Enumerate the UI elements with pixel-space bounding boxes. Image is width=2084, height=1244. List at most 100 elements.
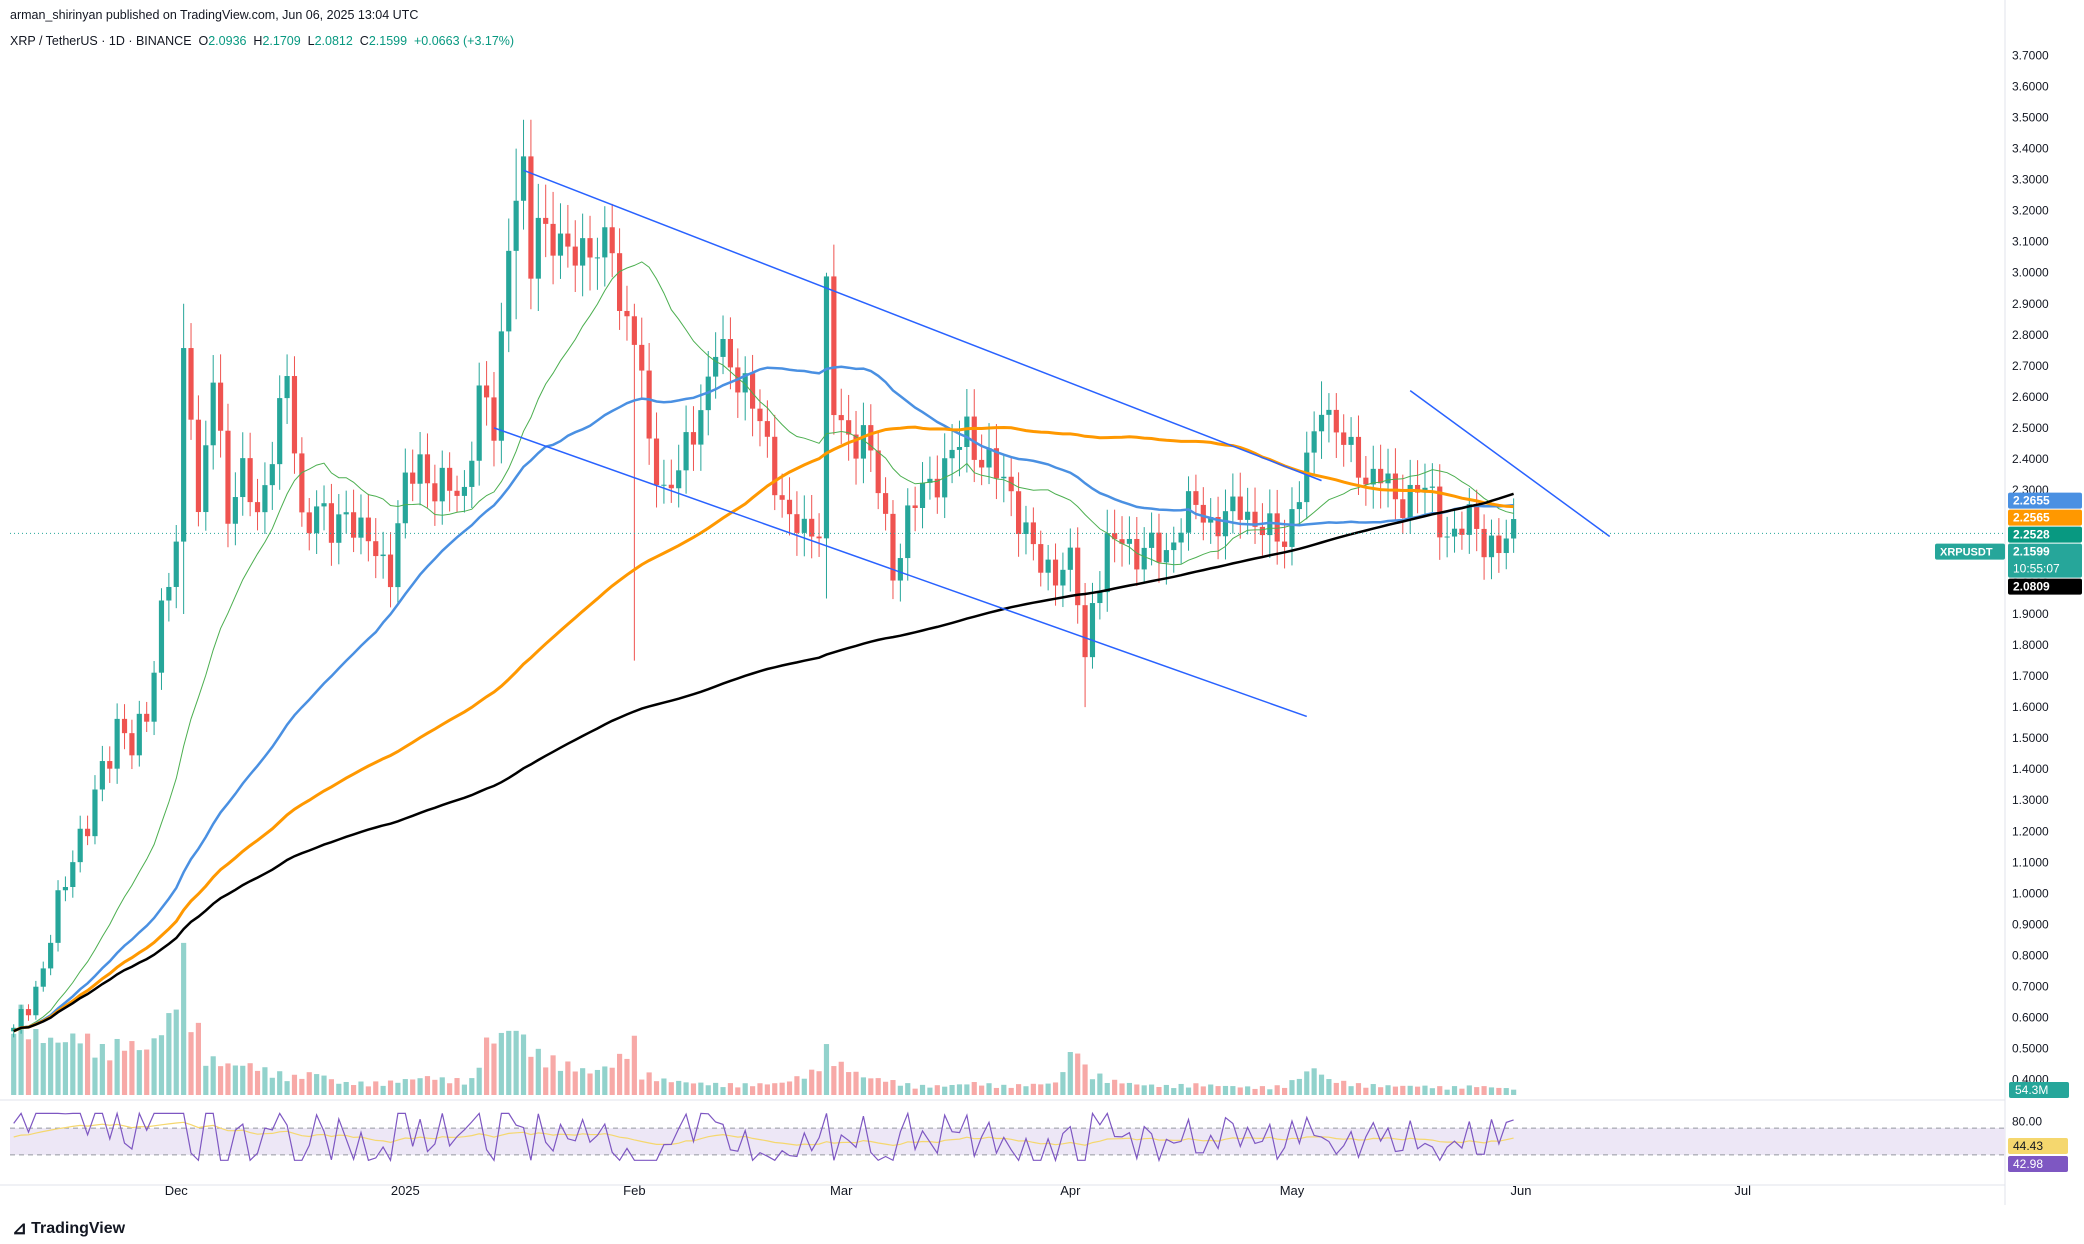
candle-body bbox=[144, 713, 150, 722]
candle-body bbox=[1370, 468, 1376, 485]
candle-body bbox=[1112, 533, 1118, 540]
candle-body bbox=[1148, 532, 1155, 548]
close-label: C bbox=[359, 34, 369, 48]
time-tick-label: Mar bbox=[830, 1183, 853, 1198]
candle-body bbox=[321, 503, 327, 507]
volume-bar bbox=[1104, 1082, 1110, 1095]
symbol-marker-text: XRPUSDT bbox=[1940, 547, 1993, 559]
volume-bar bbox=[1363, 1087, 1369, 1095]
candle-body bbox=[794, 514, 800, 533]
candle-body bbox=[328, 503, 335, 543]
volume-bar bbox=[469, 1078, 475, 1095]
volume-bar bbox=[1171, 1088, 1177, 1095]
candle-body bbox=[203, 445, 209, 513]
candle-body bbox=[365, 517, 371, 542]
price-tick-label: 3.6000 bbox=[2012, 80, 2049, 94]
candle-body bbox=[964, 416, 970, 448]
candle-body bbox=[461, 486, 468, 496]
candle-body bbox=[99, 761, 105, 790]
moving-average-line bbox=[13, 425, 1514, 1033]
candle-body bbox=[314, 506, 320, 534]
volume-bar bbox=[1422, 1085, 1428, 1095]
volume-bar bbox=[1459, 1088, 1465, 1095]
candle-body bbox=[1488, 535, 1495, 558]
volume-bar bbox=[580, 1068, 586, 1095]
volume-bar bbox=[809, 1069, 815, 1095]
candle-body bbox=[616, 253, 623, 311]
candle-body bbox=[779, 495, 785, 500]
volume-bar bbox=[1503, 1088, 1509, 1095]
price-tick-label: 1.8000 bbox=[2012, 638, 2049, 652]
volume-bar bbox=[594, 1069, 601, 1095]
candle-body bbox=[1451, 528, 1458, 537]
symbol-name: XRP / TetherUS · 1D · BINANCE bbox=[10, 34, 192, 48]
candle-body bbox=[380, 554, 386, 557]
candle-body bbox=[1355, 436, 1362, 478]
volume-bar bbox=[1038, 1084, 1044, 1095]
candle-body bbox=[550, 223, 556, 256]
candle-body bbox=[1481, 528, 1487, 558]
candle-body bbox=[284, 376, 290, 399]
volume-bar bbox=[314, 1074, 320, 1095]
low-value: 2.0812 bbox=[314, 34, 353, 48]
candle-body bbox=[1311, 431, 1317, 453]
candle-body bbox=[993, 448, 1000, 479]
candle-body bbox=[77, 828, 83, 863]
volume-marker bbox=[2009, 1082, 2069, 1098]
volume-bar bbox=[1481, 1086, 1487, 1095]
candle-body bbox=[535, 217, 541, 279]
price-tick-label: 3.0000 bbox=[2012, 266, 2049, 280]
volume-bar bbox=[1215, 1086, 1221, 1095]
volume-bar bbox=[587, 1073, 593, 1095]
volume-bar bbox=[432, 1079, 438, 1095]
candle-body bbox=[713, 356, 719, 377]
volume-bar bbox=[48, 1037, 54, 1095]
rsi-upper-label: 80.00 bbox=[2012, 1114, 2042, 1128]
candle-body bbox=[609, 227, 615, 254]
volume-bar bbox=[373, 1081, 379, 1095]
candle-body bbox=[860, 425, 867, 459]
candle-body bbox=[217, 382, 224, 431]
rsi-text: 42.98 bbox=[2013, 1157, 2043, 1171]
candle-body bbox=[1466, 504, 1472, 535]
volume-bar bbox=[1163, 1084, 1169, 1095]
trendline bbox=[1409, 390, 1611, 538]
candle-body bbox=[1407, 484, 1413, 518]
candle-body bbox=[1075, 547, 1081, 606]
tradingview-logo[interactable]: ⊿ TradingView bbox=[12, 1218, 125, 1239]
volume-bar bbox=[1208, 1084, 1214, 1095]
countdown-text: 10:55:07 bbox=[2013, 562, 2060, 576]
candle-body bbox=[979, 459, 985, 468]
volume-bar bbox=[1289, 1080, 1295, 1095]
volume-bar bbox=[1185, 1087, 1192, 1095]
volume-bar bbox=[210, 1056, 216, 1095]
volume-bar bbox=[217, 1066, 224, 1095]
price-marker bbox=[2008, 526, 2082, 543]
candle-body bbox=[1178, 532, 1184, 543]
volume-bar bbox=[33, 1029, 39, 1095]
candle-body bbox=[1185, 491, 1192, 533]
volume-bar bbox=[151, 1038, 157, 1095]
high-label: H bbox=[253, 34, 263, 48]
price-tick-label: 0.6000 bbox=[2012, 1010, 2049, 1024]
price-tick-label: 3.7000 bbox=[2012, 49, 2049, 63]
price-tick-label: 1.6000 bbox=[2012, 700, 2049, 714]
candle-body bbox=[483, 385, 490, 398]
volume-bar bbox=[565, 1061, 571, 1095]
volume-bar bbox=[1466, 1085, 1472, 1095]
candle-body bbox=[1348, 436, 1354, 445]
candle-body bbox=[1082, 605, 1088, 658]
candle-body bbox=[1222, 511, 1229, 537]
candle-body bbox=[107, 761, 113, 769]
candle-body bbox=[439, 467, 445, 502]
volume-bar bbox=[838, 1061, 844, 1095]
candle-body bbox=[181, 348, 187, 542]
volume-bar bbox=[993, 1087, 1000, 1095]
volume-bar bbox=[107, 1060, 113, 1095]
candle-body bbox=[1378, 468, 1384, 484]
volume-bar bbox=[269, 1077, 275, 1095]
time-tick-label: 2025 bbox=[391, 1183, 420, 1198]
candle-body bbox=[188, 348, 194, 420]
volume-bar bbox=[676, 1080, 682, 1095]
